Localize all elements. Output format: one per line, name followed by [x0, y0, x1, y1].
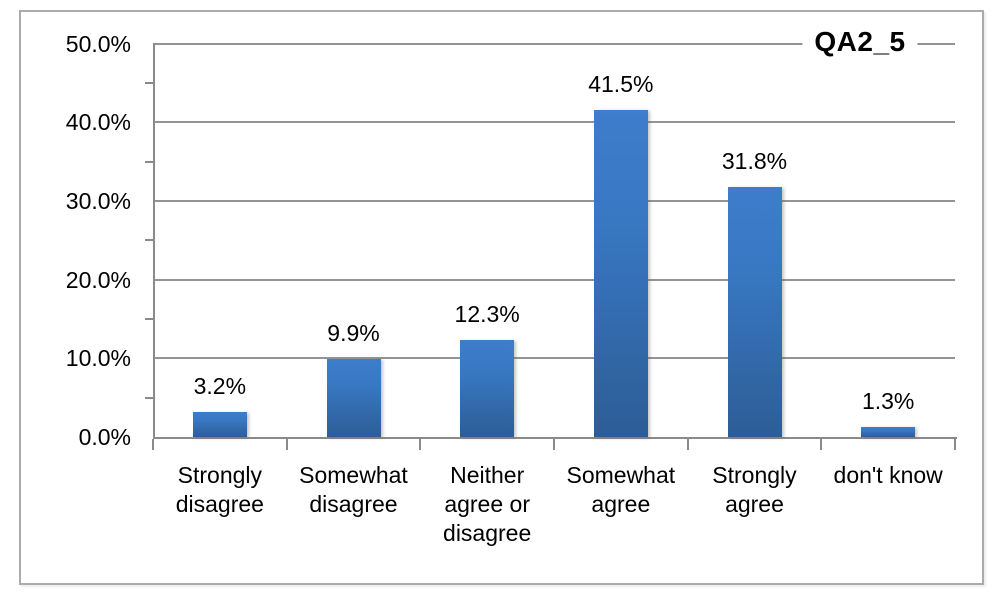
y-axis-minor-tick [145, 317, 155, 320]
x-axis-tick [686, 439, 689, 450]
x-axis-tick [419, 439, 422, 450]
plot-area [153, 43, 957, 439]
bar-4 [593, 110, 648, 437]
bar-value-label: 12.3% [454, 301, 520, 328]
y-axis-tick-label: 0.0% [78, 424, 131, 450]
bar-value-label: 3.2% [193, 372, 247, 399]
chart-title: QA2_5 [802, 26, 918, 58]
gridline-30 [153, 199, 955, 202]
y-axis-tick-label: 10.0% [65, 345, 131, 372]
x-axis-category-label: Strongly disagree [175, 462, 264, 517]
bar-value-label: 9.9% [327, 320, 380, 347]
x-axis-category-label: Strongly agree [712, 462, 797, 517]
y-axis-tick-label: 50.0% [65, 30, 131, 57]
bar-3 [460, 340, 515, 437]
bar-value-label: 31.8% [721, 147, 788, 174]
x-axis-category-label: Somewhat disagree [299, 462, 408, 517]
chart-frame [19, 10, 984, 585]
x-axis-tick [954, 439, 956, 450]
gridline-10 [153, 357, 955, 360]
gridline-20 [153, 278, 955, 281]
y-axis-tick-label: 30.0% [65, 187, 131, 214]
y-axis-tick-label: 40.0% [65, 109, 131, 136]
x-axis-tick [152, 439, 154, 450]
bar-value-label: 1.3% [861, 387, 915, 414]
gridline-50 [153, 42, 955, 45]
bar-2 [326, 359, 381, 437]
y-axis-minor-tick [145, 160, 155, 163]
x-axis-category-label: don't know [833, 462, 943, 488]
bar-5 [727, 186, 782, 437]
x-axis-tick [553, 439, 555, 450]
y-axis-minor-tick [145, 239, 155, 242]
y-axis-tick-label: 20.0% [65, 266, 131, 293]
x-axis-category-label: Neither agree or disagree [443, 462, 532, 546]
bar-value-label: 41.5% [588, 71, 654, 98]
x-axis-tick [285, 439, 288, 450]
x-axis-tick [820, 439, 823, 450]
x-axis-category-label: Somewhat agree [566, 462, 676, 517]
bar-1 [192, 411, 247, 437]
bar-6 [861, 426, 916, 437]
y-axis-minor-tick [145, 81, 155, 84]
gridline-40 [153, 121, 955, 124]
y-axis-minor-tick [145, 396, 155, 399]
